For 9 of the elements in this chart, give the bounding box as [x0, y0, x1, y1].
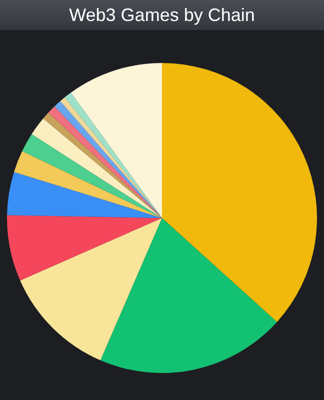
pie-slice: [22, 134, 162, 218]
pie-slice: [162, 63, 317, 322]
pie-slice: [70, 63, 162, 218]
pie-slice: [7, 172, 162, 218]
pie-slice: [7, 215, 162, 280]
pie-slice: [14, 151, 162, 218]
pie-slice: [20, 218, 162, 360]
pie-slice: [100, 218, 277, 373]
chart-title: Web3 Games by Chain: [69, 5, 255, 25]
